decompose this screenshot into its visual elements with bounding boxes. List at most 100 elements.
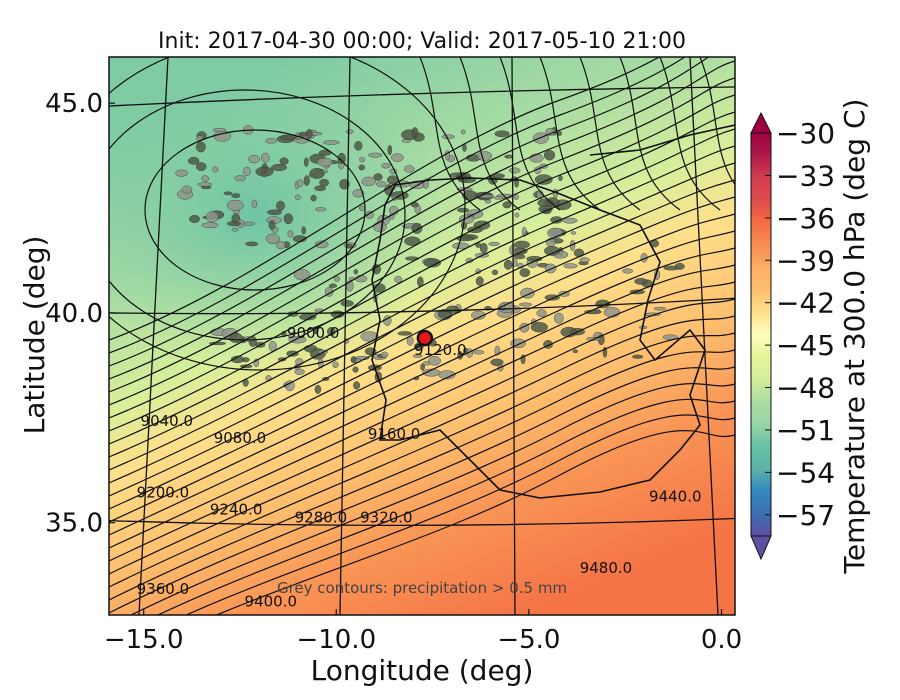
precipitation-cell (493, 196, 504, 200)
precipitation-cell (543, 149, 556, 161)
precipitation-cell (518, 302, 532, 307)
precipitation-cell (473, 350, 485, 355)
precipitation-cell (303, 175, 310, 186)
height-contour-closed (109, 57, 466, 371)
contour-label: 9400.0 (245, 593, 298, 611)
precipitation-cell (530, 322, 548, 333)
precipitation-cell (197, 182, 213, 187)
y-tick-label: 45.0 (45, 89, 103, 119)
x-axis-ticks: −15.0 −10.0 −5.0 0.0 (104, 609, 742, 655)
precipitation-cell (276, 200, 285, 211)
precipitation-cell (514, 212, 520, 218)
precipitation-cell (475, 276, 484, 286)
precipitation-cell (314, 185, 326, 192)
precipitation-cell (354, 141, 363, 151)
precipitation-cell (314, 384, 322, 394)
colorbar-tick-label: −36 (776, 202, 835, 235)
precipitation-cell (265, 233, 280, 244)
longitude-line (689, 57, 719, 615)
precipitation-cell (339, 179, 350, 190)
height-contour (109, 128, 735, 432)
y-tick-label: 35.0 (45, 509, 103, 539)
precipitation-cell (314, 240, 329, 249)
contour-label: 9280.0 (295, 509, 348, 527)
height-contour (539, 57, 601, 211)
precipitation-cell (294, 194, 301, 200)
colorbar-tick-label: −33 (776, 159, 835, 192)
height-contour (109, 94, 735, 406)
precipitation-cell (558, 175, 563, 182)
precipitation-cell (296, 179, 304, 187)
y-axis-label: Latitude (deg) (18, 236, 51, 435)
colorbar-tick-label: −39 (776, 244, 835, 277)
contour-label: 9360.0 (137, 580, 190, 598)
precipitation-cell (391, 153, 404, 162)
precipitation-cell (175, 169, 188, 177)
precipitation-cell (212, 128, 227, 133)
height-contour (214, 430, 735, 615)
precipitation-cell (562, 217, 578, 224)
colorbar-extend-min (750, 535, 772, 561)
height-contour (109, 77, 735, 393)
precipitation-cell (196, 141, 206, 153)
precipitation-cell (223, 191, 233, 196)
height-contour (459, 57, 521, 211)
precipitation-cell (545, 197, 560, 208)
precipitation-cell (359, 157, 366, 163)
y-tick-label: 40.0 (45, 299, 103, 329)
precipitation-cell (309, 167, 325, 179)
map-area: 9000.09040.09080.09120.09160.09200.09240… (109, 57, 735, 615)
height-contour (659, 57, 721, 211)
precipitation-cell (226, 199, 244, 211)
contour-label: 9480.0 (580, 559, 633, 577)
precipitation-cell (310, 194, 317, 202)
precipitation-cell (243, 166, 251, 177)
precipitation-cell (276, 241, 286, 250)
precipitation-cell (350, 356, 357, 364)
longitude-line (138, 57, 169, 615)
precipitation-cell (484, 199, 492, 204)
precipitation-cell (365, 210, 374, 219)
precipitation-cell (226, 221, 242, 227)
precipitation-annotation: Grey contours: precipitation > 0.5 mm (277, 579, 567, 597)
precipitation-cell (476, 151, 493, 161)
colorbar-tick-label: −42 (776, 287, 835, 320)
precipitation-cell (441, 134, 455, 139)
precipitation-cell (634, 278, 648, 285)
height-contour (109, 57, 710, 367)
contour-label: 9240.0 (210, 500, 263, 518)
precipitation-cell (230, 355, 245, 364)
precipitation-cell (529, 153, 544, 163)
precipitation-cell (301, 226, 306, 235)
precipitation-cell (622, 268, 634, 274)
height-contour (109, 57, 661, 341)
precipitation-cell (358, 164, 365, 171)
height-contour (109, 57, 686, 354)
precipitation-cell (381, 162, 391, 169)
precipitation-cell (570, 231, 576, 235)
precipitation-cell (304, 157, 309, 167)
precipitation-cell (410, 202, 419, 208)
precipitation-cell (375, 181, 387, 187)
precipitation-cell (195, 162, 207, 172)
colorbar-tick-label: −48 (776, 372, 835, 405)
height-contour (699, 57, 735, 186)
colorbar-tick-label: −51 (776, 414, 835, 447)
precipitation-cell (245, 241, 259, 247)
precipitation-cell (340, 300, 354, 307)
precipitation-cell (603, 307, 621, 318)
precipitation-cell (322, 140, 340, 145)
height-contour (109, 298, 735, 562)
height-contour (579, 57, 641, 211)
precipitation-cell (352, 189, 365, 198)
contour-label: 9040.0 (141, 412, 194, 430)
precipitation-cell (346, 243, 353, 249)
colorbar-label: Temperature at 300.0 hPa (deg C) (838, 99, 871, 575)
precipitation-cell (513, 240, 530, 249)
precipitation-cell (373, 173, 383, 181)
precipitation-cell (286, 350, 299, 357)
height-contour (109, 162, 735, 458)
precipitation-cell (411, 127, 419, 138)
precipitation-cell (521, 226, 527, 237)
precipitation-cell (293, 269, 311, 281)
